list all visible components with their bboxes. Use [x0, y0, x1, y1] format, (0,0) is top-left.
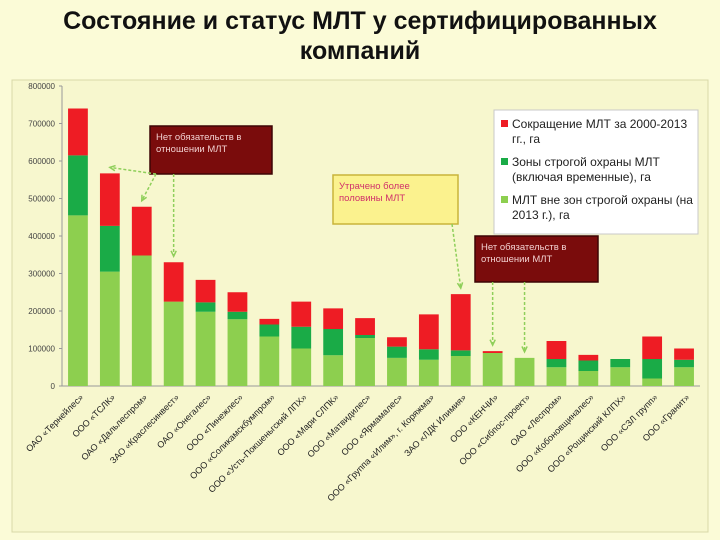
bar-segment-strict_zone — [387, 346, 407, 358]
bar-segment-strict_zone — [99, 225, 120, 272]
bar-segment-outside_zone — [355, 338, 375, 386]
bar-segment-outside_zone — [578, 371, 599, 386]
bar-segment-reduction — [387, 337, 407, 347]
bar-segment-outside_zone — [546, 367, 567, 386]
annotation-note1: Нет обязательств в отношении МЛТ — [108, 125, 273, 258]
bar-segment-outside_zone — [99, 271, 120, 386]
y-tick-label: 200000 — [28, 307, 55, 316]
bar-segment-strict_zone — [642, 359, 663, 379]
bar-segment-outside_zone — [68, 215, 88, 386]
annotation-text: Нет обязательств в отношении МЛТ — [156, 132, 241, 155]
bar-segment-reduction — [99, 173, 120, 226]
bar-segment-strict_zone — [450, 350, 471, 356]
annotation-arrow — [141, 173, 157, 202]
annotation-arrowhead — [489, 339, 496, 347]
bar-segment-outside_zone — [163, 301, 184, 386]
y-tick-label: 500000 — [28, 195, 55, 204]
legend-swatch — [501, 120, 508, 127]
bar-segment-reduction — [482, 351, 503, 353]
legend: Сокращение МЛТ за 2000-2013 гг., га Зоны с… — [493, 109, 699, 235]
bar-segment-reduction — [450, 294, 471, 351]
bar-segment-reduction — [642, 336, 663, 359]
bar-segment-reduction — [674, 348, 694, 360]
y-tick-label: 100000 — [28, 345, 55, 354]
y-tick-label: 600000 — [28, 157, 55, 166]
bar-segment-outside_zone — [674, 367, 694, 386]
annotation-arrow — [451, 223, 462, 289]
bar-segment-strict_zone — [68, 155, 88, 216]
bar-segment-strict_zone — [546, 359, 567, 368]
annotation-text: Утрачено более половины МЛТ — [339, 181, 410, 204]
legend-label: Сокращение МЛТ за 2000-2013 гг., га — [512, 117, 687, 146]
bar-segment-reduction — [291, 301, 312, 327]
y-tick-label: 300000 — [28, 270, 55, 279]
bar-segment-strict_zone — [610, 359, 631, 368]
bar-segment-reduction — [68, 108, 88, 156]
legend-label: Зоны строгой охраны МЛТ (включая временны… — [512, 155, 661, 184]
annotation-box — [332, 174, 459, 225]
bar-segment-strict_zone — [227, 311, 248, 320]
bar-segment-outside_zone — [642, 378, 663, 386]
bar-segment-reduction — [418, 314, 439, 350]
annotation-box — [149, 125, 273, 175]
bar-segment-reduction — [227, 292, 248, 312]
y-tick-label: 0 — [51, 382, 56, 391]
annotation-arrowhead — [140, 194, 148, 203]
bar-segment-outside_zone — [259, 336, 280, 386]
bar-segment-strict_zone — [195, 302, 216, 312]
bar-segment-reduction — [163, 262, 184, 302]
annotation-note3: Нет обязательств в отношении МЛТ — [474, 235, 599, 354]
bar-segment-outside_zone — [227, 319, 248, 386]
annotation-text: Нет обязательств в отношении МЛТ — [481, 242, 566, 265]
annotation-arrowhead — [456, 282, 464, 290]
bar-segment-outside_zone — [291, 348, 312, 386]
slide-title-line-2: компаний — [299, 37, 421, 65]
bar-segment-reduction — [355, 318, 375, 335]
bar-segment-outside_zone — [450, 356, 471, 386]
bar-segment-strict_zone — [674, 359, 694, 368]
annotation-note2: Утрачено более половины МЛТ — [332, 174, 464, 290]
bar-segment-reduction — [578, 354, 599, 361]
bar-segment-strict_zone — [291, 326, 312, 349]
bar-segment-strict_zone — [418, 349, 439, 360]
bar-segment-reduction — [131, 206, 152, 256]
bar-segment-outside_zone — [514, 357, 535, 386]
legend-box — [493, 109, 699, 235]
y-tick-label: 800000 — [28, 82, 55, 91]
bar-segment-outside_zone — [610, 367, 631, 386]
y-tick-label: 700000 — [28, 120, 55, 129]
annotation-arrow — [109, 166, 157, 175]
bar-segment-outside_zone — [387, 357, 407, 386]
bar-segment-outside_zone — [482, 353, 503, 386]
bar-segment-strict_zone — [323, 329, 344, 356]
annotation-arrowhead — [170, 250, 177, 258]
bar-segment-strict_zone — [259, 324, 280, 337]
bar-segment-reduction — [195, 279, 216, 303]
bar-segment-outside_zone — [131, 255, 152, 386]
slide-title: Состояние и статус МЛТ у сертифицированн… — [0, 6, 720, 66]
y-tick-label: 400000 — [28, 232, 55, 241]
bar-segment-reduction — [323, 308, 344, 329]
annotation-arrowhead — [108, 164, 116, 172]
bar-segment-reduction — [259, 318, 280, 325]
annotation-box — [474, 235, 599, 283]
legend-label: МЛТ вне зон строгой охраны (на 2013 г.), … — [512, 193, 693, 222]
legend-swatch — [501, 158, 508, 165]
bar-segment-outside_zone — [195, 311, 216, 386]
annotation-arrowhead — [521, 346, 528, 354]
legend-swatch — [501, 196, 508, 203]
bar-segment-reduction — [546, 341, 567, 359]
slide-title-line-1: Состояние и статус МЛТ у сертифицированн… — [63, 7, 657, 35]
bar-segment-outside_zone — [323, 355, 344, 386]
bar-segment-strict_zone — [578, 360, 599, 371]
bar-segment-strict_zone — [355, 335, 375, 338]
bar-segment-outside_zone — [418, 359, 439, 386]
